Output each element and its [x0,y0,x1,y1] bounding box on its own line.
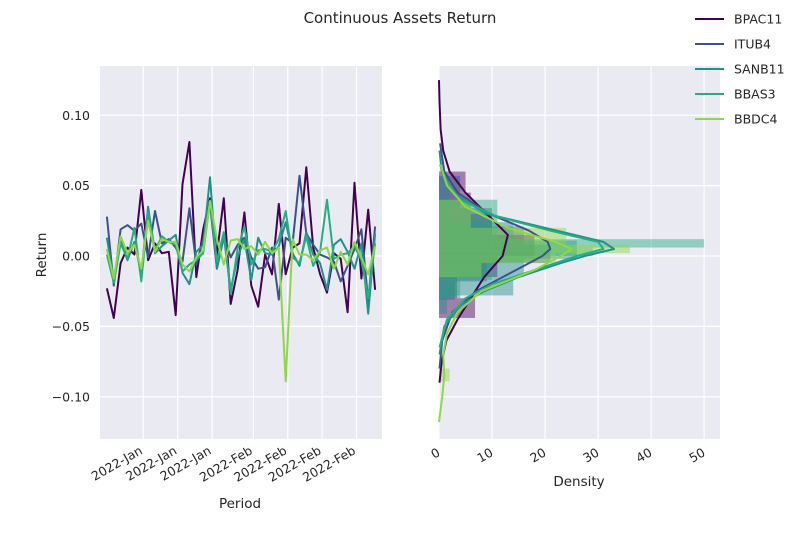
density-x-tick-label: 10 [474,445,495,466]
y-axis-label: Return [34,233,50,278]
histogram-bar-bbdc4 [439,253,556,264]
legend-label-bbas3: BBAS3 [734,87,776,102]
legend-label-bbdc4: BBDC4 [734,112,778,127]
histogram-bar-itub4 [439,175,461,209]
histogram-bar-itub4 [439,263,487,282]
histogram-bar-itub4 [439,281,455,300]
density-grid [438,66,720,439]
y-tick-label: −0.10 [52,389,90,404]
kde-curve-bbdc4 [438,164,573,423]
histogram-bar-bpac11 [439,192,471,214]
y-tick-label: 0.05 [62,178,90,193]
density-x-tick-label: 20 [527,445,548,466]
density-x-tick-label: 30 [580,445,601,466]
kde-curve-bpac11 [438,80,509,383]
figure-title: Continuous Assets Return [304,9,497,27]
histogram-bar-bbas3 [439,199,498,240]
histogram-bar-bbdc4 [439,244,630,254]
y-tick-labels: 0.10 0.05 0.00 −0.05 −0.10 [52,108,90,405]
legend: BPAC11 ITUB4 SANB11 BBAS3 BBDC4 [695,12,785,127]
series-line-bbdc4 [105,200,377,383]
histogram-bar-bbdc4 [439,263,482,278]
density-x-tick-label: 50 [686,445,707,466]
density-x-tick-label: 40 [633,445,654,466]
histogram-bar-bbas3 [439,239,705,248]
histogram-bar-itub4 [439,244,551,264]
series-line-bbas3 [105,198,377,300]
density-x-axis-label: Density [553,474,604,490]
histogram-bar-bpac11 [439,234,535,257]
density-kde-curves [438,80,615,423]
y-tick-label: −0.05 [52,319,90,334]
density-plot-area [439,66,720,439]
histogram-bar-sanb11 [439,222,514,241]
histogram-bar-bbas3 [439,279,461,299]
y-tick-label: 0.10 [62,108,90,123]
y-tick-label: 0.00 [62,249,90,264]
histogram-bar-bbas3 [439,261,493,280]
histogram-bar-bbdc4 [439,199,471,228]
legend-label-bpac11: BPAC11 [734,12,782,27]
legend-label-itub4: ITUB4 [734,37,771,52]
time-series-lines [105,141,377,383]
legend-label-sanb11: SANB11 [734,62,785,77]
x-axis-label: Period [219,496,261,512]
histogram-bar-bpac11 [439,171,466,193]
histogram-bar-bbdc4 [439,227,567,245]
density-histograms [439,171,705,382]
histogram-bar-bbas3 [439,256,535,262]
histogram-bar-bpac11 [439,256,498,278]
histogram-bar-bpac11 [439,213,493,235]
density-panel: 0 10 20 30 40 50 Density [428,66,720,490]
histogram-bar-sanb11 [439,177,450,223]
histogram-bar-bpac11 [439,277,458,299]
x-tick-labels: 2022-Jan2022-Jan2022-Jan2022-Feb2022-Feb… [89,443,359,485]
histogram-bar-sanb11 [439,295,447,314]
histogram-bar-bbas3 [439,247,593,257]
time-series-panel: 0.10 0.05 0.00 −0.05 −0.10 2022-Jan2022-Jan2… [34,66,382,512]
histogram-bar-sanb11 [439,240,577,259]
density-x-tick-label: 0 [428,445,442,462]
histogram-bar-sanb11 [439,258,524,278]
density-x-tick-labels: 0 10 20 30 40 50 [428,445,708,466]
